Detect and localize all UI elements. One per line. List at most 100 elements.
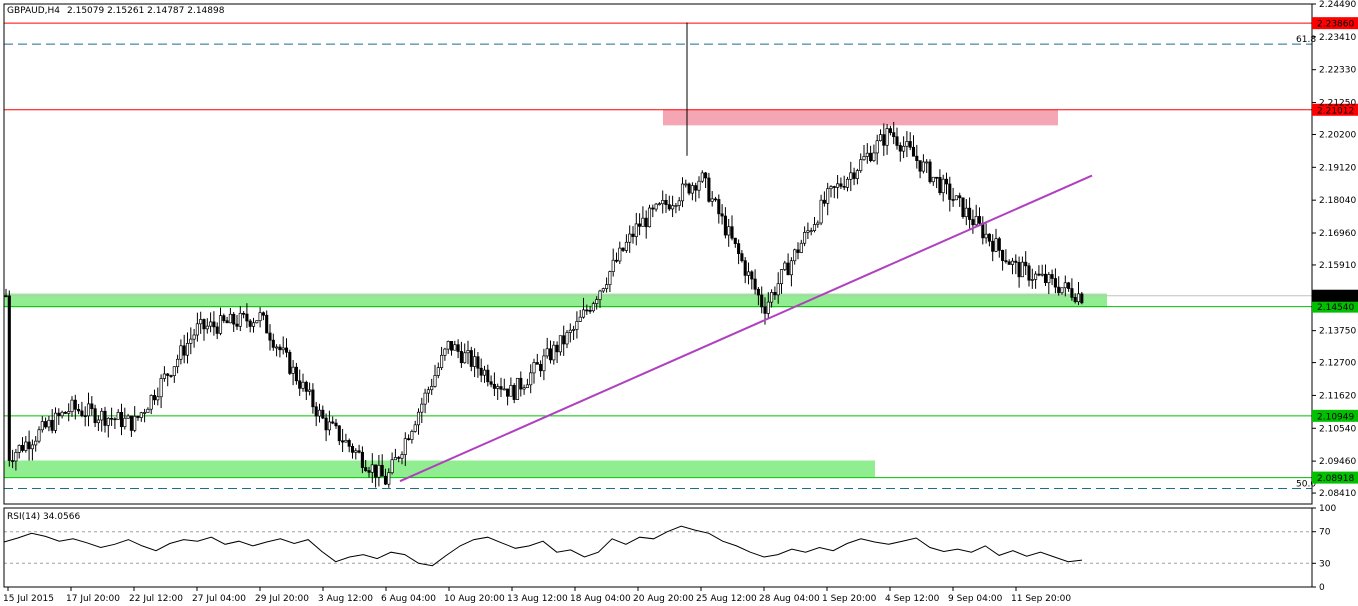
time-tick-label: 27 Jul 04:00 (192, 594, 246, 604)
candles (4, 22, 1084, 488)
candle-body (941, 178, 945, 194)
candle-body (268, 332, 272, 341)
candle-body (786, 262, 790, 276)
candle-body (981, 222, 985, 239)
candle-body (479, 367, 483, 376)
candle-body (119, 412, 124, 428)
candle-body (720, 213, 724, 217)
candle-body (964, 207, 968, 218)
candle-body (453, 344, 457, 351)
candle-body (704, 172, 708, 179)
candle-body (446, 341, 450, 350)
candle-body (644, 217, 648, 228)
candle-body (522, 387, 526, 390)
candle-body (370, 464, 374, 473)
candle-body (542, 355, 546, 372)
candle-body (1014, 260, 1018, 263)
candle-body (611, 259, 615, 272)
candle-body (948, 183, 952, 200)
candle-body (852, 172, 856, 179)
candle-body (1063, 282, 1067, 289)
candle-body (895, 136, 899, 146)
rsi-pane: RSI(14) 34.0566 (3, 512, 1312, 567)
candle-body (1070, 288, 1074, 298)
candle-body (116, 412, 120, 420)
candle-body (588, 309, 592, 312)
candle-body (654, 203, 658, 210)
candle-body (921, 161, 925, 172)
level-tag (1312, 471, 1358, 484)
candle-body (1073, 297, 1077, 303)
price-tick-label: 2.23410 (1319, 33, 1356, 43)
candle-body (443, 348, 447, 356)
candle-body (248, 320, 252, 327)
price-tick-label: 2.19120 (1319, 163, 1356, 173)
candle-body (664, 199, 668, 205)
candle-body (991, 240, 995, 252)
candle-body (129, 415, 133, 431)
candle-body (486, 369, 490, 383)
candle-body (1017, 262, 1021, 278)
candle-body (529, 372, 533, 386)
candle-body (133, 415, 137, 431)
candle-body (317, 409, 322, 417)
candle-body (492, 383, 496, 389)
candle-body (347, 440, 351, 447)
candle-body (374, 464, 378, 478)
candle-body (832, 186, 836, 188)
candle-body (301, 381, 305, 389)
candle-body (1050, 274, 1054, 279)
candle-body (57, 412, 61, 417)
candle-body (261, 312, 265, 316)
candle-body (176, 358, 180, 368)
candle-body (647, 207, 652, 228)
candle-body (238, 312, 242, 327)
candle-body (294, 366, 298, 382)
candle-body (195, 323, 199, 336)
candle-body (24, 441, 28, 451)
candle-body (855, 170, 859, 179)
candle-body (581, 309, 586, 318)
candle-body (499, 386, 503, 390)
candle-body (882, 134, 886, 146)
candle-body (905, 141, 909, 147)
price-tick-label: 2.21250 (1319, 99, 1356, 109)
candle-body (1060, 287, 1064, 294)
candle-body (212, 321, 216, 328)
candle-body (152, 395, 157, 401)
candle-body (552, 344, 556, 361)
candle-body (20, 444, 25, 451)
candle-body (1057, 286, 1061, 294)
candle-body (314, 406, 318, 417)
candle-body (694, 185, 698, 191)
candle-body (275, 346, 279, 349)
candle-body (106, 417, 110, 426)
candle-body (614, 259, 619, 262)
time-tick-label: 17 Jul 20:00 (66, 594, 120, 604)
candle-body (1004, 260, 1008, 263)
candle-body (591, 303, 595, 312)
candle-body (126, 415, 130, 419)
candle-body (578, 316, 582, 322)
candle-body (713, 198, 718, 201)
candle-body (697, 180, 701, 191)
rsi-tick-label: 70 (1319, 528, 1331, 538)
rsi-tick-label: 30 (1319, 559, 1331, 569)
candle-body (34, 440, 38, 446)
candle-body (407, 438, 411, 441)
level-tag (1312, 17, 1358, 30)
candle-body (743, 260, 747, 276)
candle-body (179, 345, 183, 360)
candle-body (482, 369, 487, 376)
candle-body (915, 155, 919, 161)
time-tick-label: 28 Aug 04:00 (759, 594, 820, 604)
candle-body (50, 419, 54, 431)
candle-body (918, 160, 922, 172)
candle-body (327, 421, 331, 431)
candle-body (502, 388, 506, 391)
candle-body (539, 363, 543, 372)
candle-body (849, 172, 853, 180)
candle-body (601, 288, 605, 292)
candle-body (667, 204, 671, 210)
